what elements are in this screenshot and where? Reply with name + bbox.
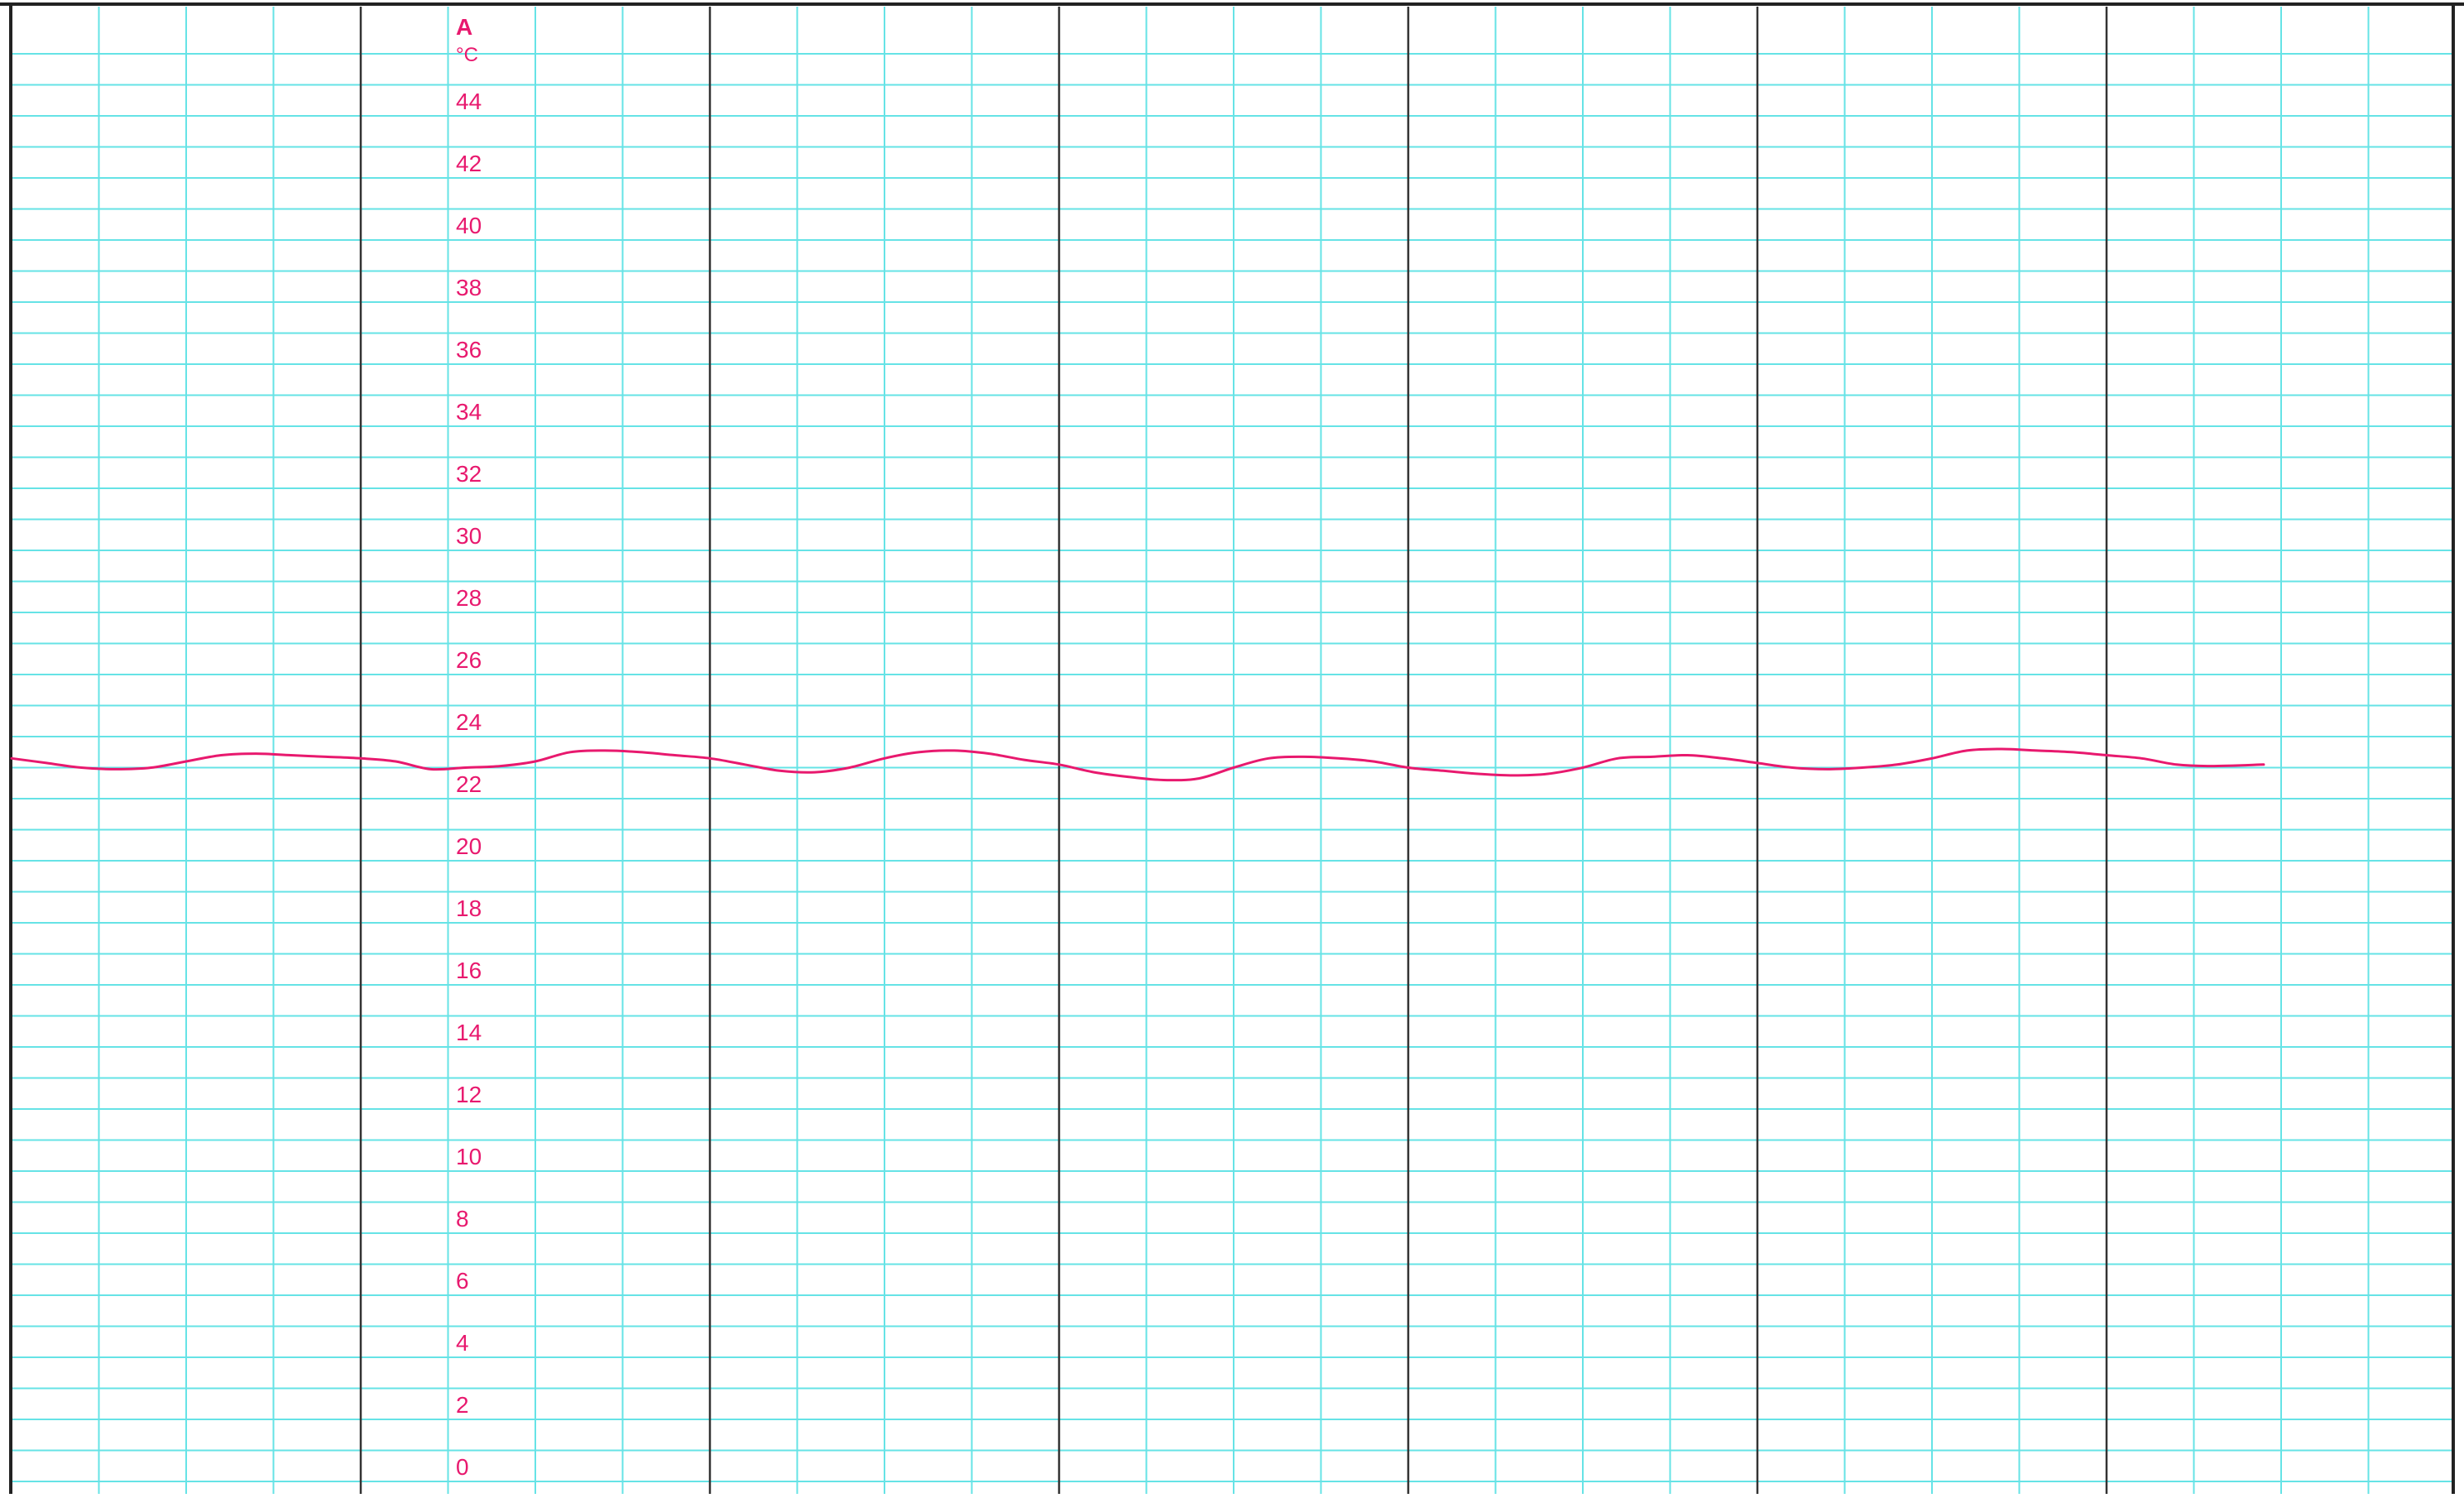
y-tick-label: 40 (456, 213, 482, 238)
channel-label: A (456, 14, 472, 40)
y-tick-label: 30 (456, 523, 482, 549)
y-tick-label: 4 (456, 1330, 469, 1356)
y-tick-label: 32 (456, 461, 482, 487)
y-tick-label: 20 (456, 833, 482, 859)
y-tick-labels: 0246810121416182022242628303234363840424… (456, 89, 482, 1480)
y-tick-label: 34 (456, 399, 482, 425)
y-tick-label: 28 (456, 585, 482, 611)
y-tick-label: 38 (456, 275, 482, 300)
y-tick-label: 12 (456, 1082, 482, 1107)
y-tick-label: 8 (456, 1206, 469, 1232)
y-tick-label: 36 (456, 337, 482, 362)
unit-label: °C (456, 44, 478, 66)
y-tick-label: 6 (456, 1268, 469, 1294)
y-tick-label: 44 (456, 89, 482, 114)
temperature-series-line (10, 747, 2265, 782)
minor-grid (11, 7, 2452, 1494)
y-tick-label: 0 (456, 1454, 469, 1480)
y-tick-label: 18 (456, 895, 482, 921)
y-tick-label: 14 (456, 1020, 482, 1045)
y-tick-label: 42 (456, 151, 482, 176)
series-layer (10, 747, 2265, 782)
y-tick-label: 26 (456, 647, 482, 673)
y-tick-label: 24 (456, 709, 482, 735)
major-grid (359, 7, 2108, 1494)
y-tick-label: 2 (456, 1392, 469, 1418)
y-tick-label: 16 (456, 958, 482, 983)
y-tick-label: 10 (456, 1144, 482, 1169)
y-tick-label: 22 (456, 771, 482, 797)
